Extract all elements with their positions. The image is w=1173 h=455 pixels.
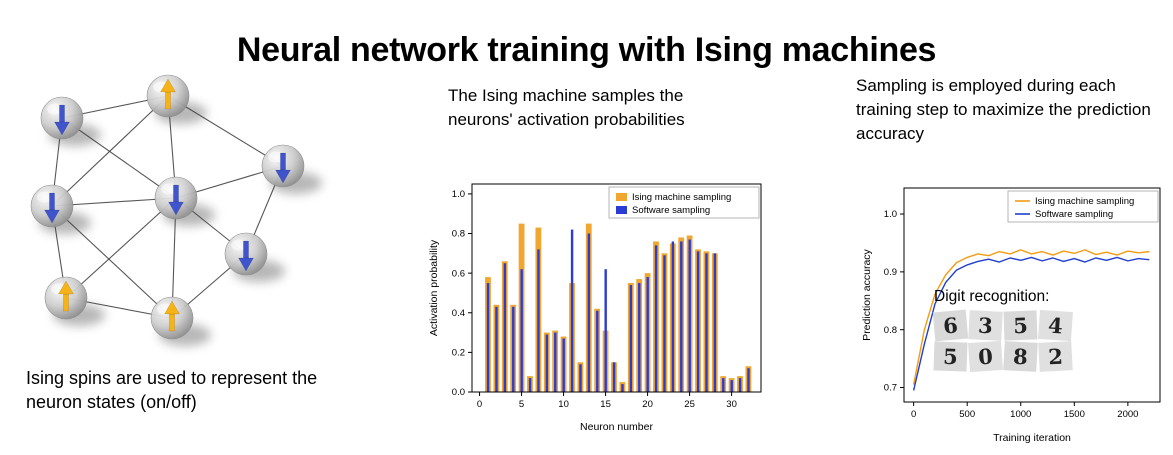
svg-text:0.7: 0.7	[884, 383, 897, 394]
spin-down-arrow-icon	[238, 240, 254, 272]
digit-thumbnail: 3	[968, 310, 1003, 341]
svg-text:Ising machine sampling: Ising machine sampling	[1035, 196, 1134, 207]
svg-text:0.4: 0.4	[452, 308, 465, 319]
digit-thumbnail: 5	[933, 341, 968, 372]
spin-up-arrow-icon	[58, 280, 74, 312]
svg-text:500: 500	[959, 409, 975, 420]
svg-text:0.8: 0.8	[884, 325, 897, 336]
spin-network-svg	[30, 74, 322, 346]
figure-title: Neural network training with Ising machi…	[236, 30, 937, 69]
svg-text:0.0: 0.0	[452, 387, 465, 398]
svg-text:1000: 1000	[1010, 409, 1031, 420]
svg-text:1.0: 1.0	[452, 189, 465, 200]
bar-chart-svg: 0 5 10 15 20 25 30 0.0 0.2 0.4 0.6 0.8 1.0 Neuron num…	[428, 183, 762, 433]
svg-text:1.0: 1.0	[884, 209, 897, 220]
digit-thumbnail: 6	[932, 309, 969, 342]
svg-text:1500: 1500	[1064, 409, 1085, 420]
svg-text:0.2: 0.2	[452, 348, 465, 359]
spin-up-arrow-icon	[164, 300, 180, 332]
spin-down-arrow-icon	[275, 152, 291, 184]
svg-text:0.9: 0.9	[884, 267, 897, 278]
svg-text:Software sampling: Software sampling	[1035, 209, 1113, 220]
y-axis-label: Prediction accuracy	[861, 248, 873, 340]
x-axis-label: Neuron number	[580, 421, 653, 433]
digit-thumbnail: 8	[1003, 341, 1038, 372]
svg-text:Ising machine sampling: Ising machine sampling	[632, 192, 731, 203]
middle-panel-heading: The Ising machine samples the neurons' a…	[448, 86, 685, 129]
x-axis-label: Training iteration	[993, 432, 1071, 444]
chart-legend: Ising machine sampling Software sampling	[1007, 190, 1159, 223]
digit-thumbnail: 5	[1003, 310, 1038, 341]
svg-text:30: 30	[726, 399, 737, 410]
svg-text:25: 25	[684, 399, 695, 410]
svg-text:0.8: 0.8	[452, 229, 465, 240]
svg-text:0.6: 0.6	[452, 268, 465, 279]
line-chart-svg: 0 500 1000 1500 2000 0.7 0.8 0.9 1.0 Training ite…	[861, 187, 1161, 444]
spin-down-arrow-icon	[168, 184, 184, 216]
svg-text:5: 5	[519, 399, 524, 410]
spin-down-arrow-icon	[54, 104, 70, 136]
svg-text:Software sampling: Software sampling	[632, 205, 710, 216]
digit-thumbnail: 4	[1038, 309, 1073, 342]
spin-down-arrow-icon	[44, 192, 60, 224]
y-axis-label: Activation probability	[428, 239, 440, 336]
svg-text:10: 10	[558, 399, 569, 410]
digit-thumbnail: 0	[968, 340, 1003, 373]
left-panel-caption: Ising spins are used to represent the ne…	[26, 368, 318, 413]
svg-text:15: 15	[600, 399, 611, 410]
activation-probability-chart: 0 5 10 15 20 25 30 0.0 0.2 0.4 0.6 0.8 1.0 Neuron num…	[424, 174, 769, 436]
svg-text:2000: 2000	[1117, 409, 1138, 420]
digit-thumbnail: 2	[1038, 341, 1073, 372]
svg-text:20: 20	[642, 399, 653, 410]
spin-up-arrow-icon	[160, 78, 176, 110]
digit-recognition-label: Digit recognition:	[934, 288, 1050, 305]
svg-text:0: 0	[911, 409, 916, 420]
svg-text:0: 0	[477, 399, 482, 410]
spin-network-figure	[12, 66, 347, 358]
chart-legend: Ising machine sampling Software sampling	[608, 186, 760, 219]
right-panel-heading: Sampling is employed during each trainin…	[856, 76, 1151, 143]
